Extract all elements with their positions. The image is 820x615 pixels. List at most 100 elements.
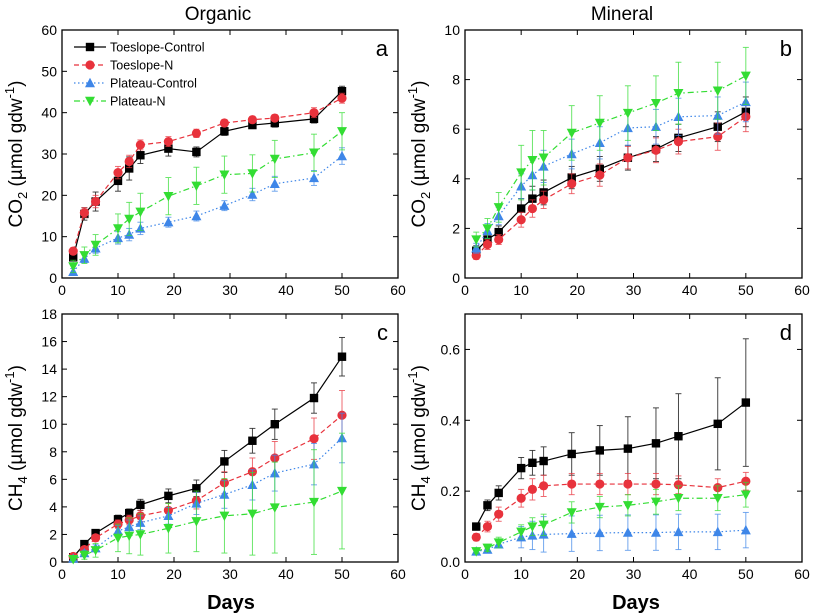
data-point [125,508,134,518]
data-point [674,432,683,441]
data-point [673,137,684,147]
plot-frame [61,313,399,563]
panel-letter: d [780,320,792,345]
series-toeslope-n [471,471,751,542]
data-point [270,118,279,128]
y-tick-label: 6 [49,471,57,487]
data-point [113,168,123,178]
data-point [494,488,503,498]
data-point [516,215,526,225]
x-tick-label: 0 [461,566,469,582]
data-point [527,203,538,214]
data-point [191,181,202,192]
error-bars [70,147,345,276]
data-point [164,144,173,153]
panel-letter: a [376,36,389,61]
series-toeslope-control [472,96,751,257]
column-title-organic: Organic [185,4,252,25]
data-point [91,196,101,207]
legend-label-plateau-n: Plateau-N [110,95,166,109]
x-tick-label: 40 [682,566,698,582]
panel-c: 0 10 20 30 40 50 60 0 2 4 6 8 10 12 14 16 18 CH4 (µmol gd… [2,306,406,582]
x-tick-label: 40 [682,282,698,298]
panel-letter: b [780,36,792,61]
y-tick-label: 8 [452,72,460,88]
data-point [673,494,684,504]
data-point [471,532,481,542]
series-plateau-n [68,432,347,565]
data-point [191,128,201,138]
data-point [482,543,493,554]
data-point [471,235,482,245]
x-tick-label: 50 [334,282,350,298]
data-point [247,509,258,519]
data-point [269,503,280,513]
error-bars [70,92,345,255]
y-tick-label: 2 [49,526,57,542]
data-point [136,500,145,510]
data-point [219,170,230,180]
x-tick-label: 20 [166,566,182,582]
y-tick-label: 6 [452,121,460,137]
data-point [113,515,123,524]
data-point [124,214,135,225]
error-bars [70,85,345,262]
data-point [567,179,577,189]
y-tick-label: 8 [49,444,57,460]
series-toeslope-n [68,92,347,256]
data-point [622,108,633,119]
data-point [79,550,90,561]
data-point [566,508,577,518]
data-point [191,210,202,221]
x-tick-label: 20 [166,282,182,298]
x-tick-label: 0 [58,282,66,298]
series-plateau-n [68,112,347,274]
x-tick-label: 10 [513,282,529,298]
series-line [475,402,747,527]
data-point [567,449,576,459]
data-point [91,528,100,538]
data-point [124,531,135,542]
data-point [539,195,549,205]
data-point [79,208,89,218]
data-point [135,207,146,218]
data-point [595,479,605,489]
error-bars [70,412,345,561]
data-point [713,419,722,429]
y-tick-label: 0.0 [441,554,461,570]
data-point [650,527,661,537]
y-tick-label: 50 [41,63,57,79]
data-point [528,458,537,467]
y-tick-label: 18 [41,306,57,322]
x-tick-label: 50 [334,566,350,582]
data-point [673,89,684,99]
y-tick-label: 14 [41,361,57,377]
data-point [68,246,78,256]
data-point [135,140,145,150]
data-point [163,524,174,534]
data-point [337,93,347,103]
y-tick-label: 0.2 [441,483,461,499]
y-axis-label: CO2 (µmol gdw-1) [405,81,433,228]
data-point [337,486,347,497]
legend-marker [85,77,95,88]
y-tick-label: 2 [452,220,460,236]
y-tick-label: 0.6 [441,341,461,357]
data-point [69,253,78,262]
y-tick-label: 4 [452,171,460,187]
data-point [651,145,661,155]
data-point [192,147,201,157]
data-point [337,352,347,361]
y-tick-label: 30 [41,146,57,162]
x-tick-label: 10 [513,566,529,582]
x-axis-label-right: Days [612,592,660,614]
data-point [673,480,684,490]
x-tick-label: 10 [110,566,126,582]
data-point [248,436,257,445]
y-tick-label: 10 [41,229,57,245]
x-tick-label: 30 [222,566,238,582]
data-point [68,262,79,272]
data-point [527,522,538,532]
data-point [247,189,258,199]
data-point [337,86,347,96]
